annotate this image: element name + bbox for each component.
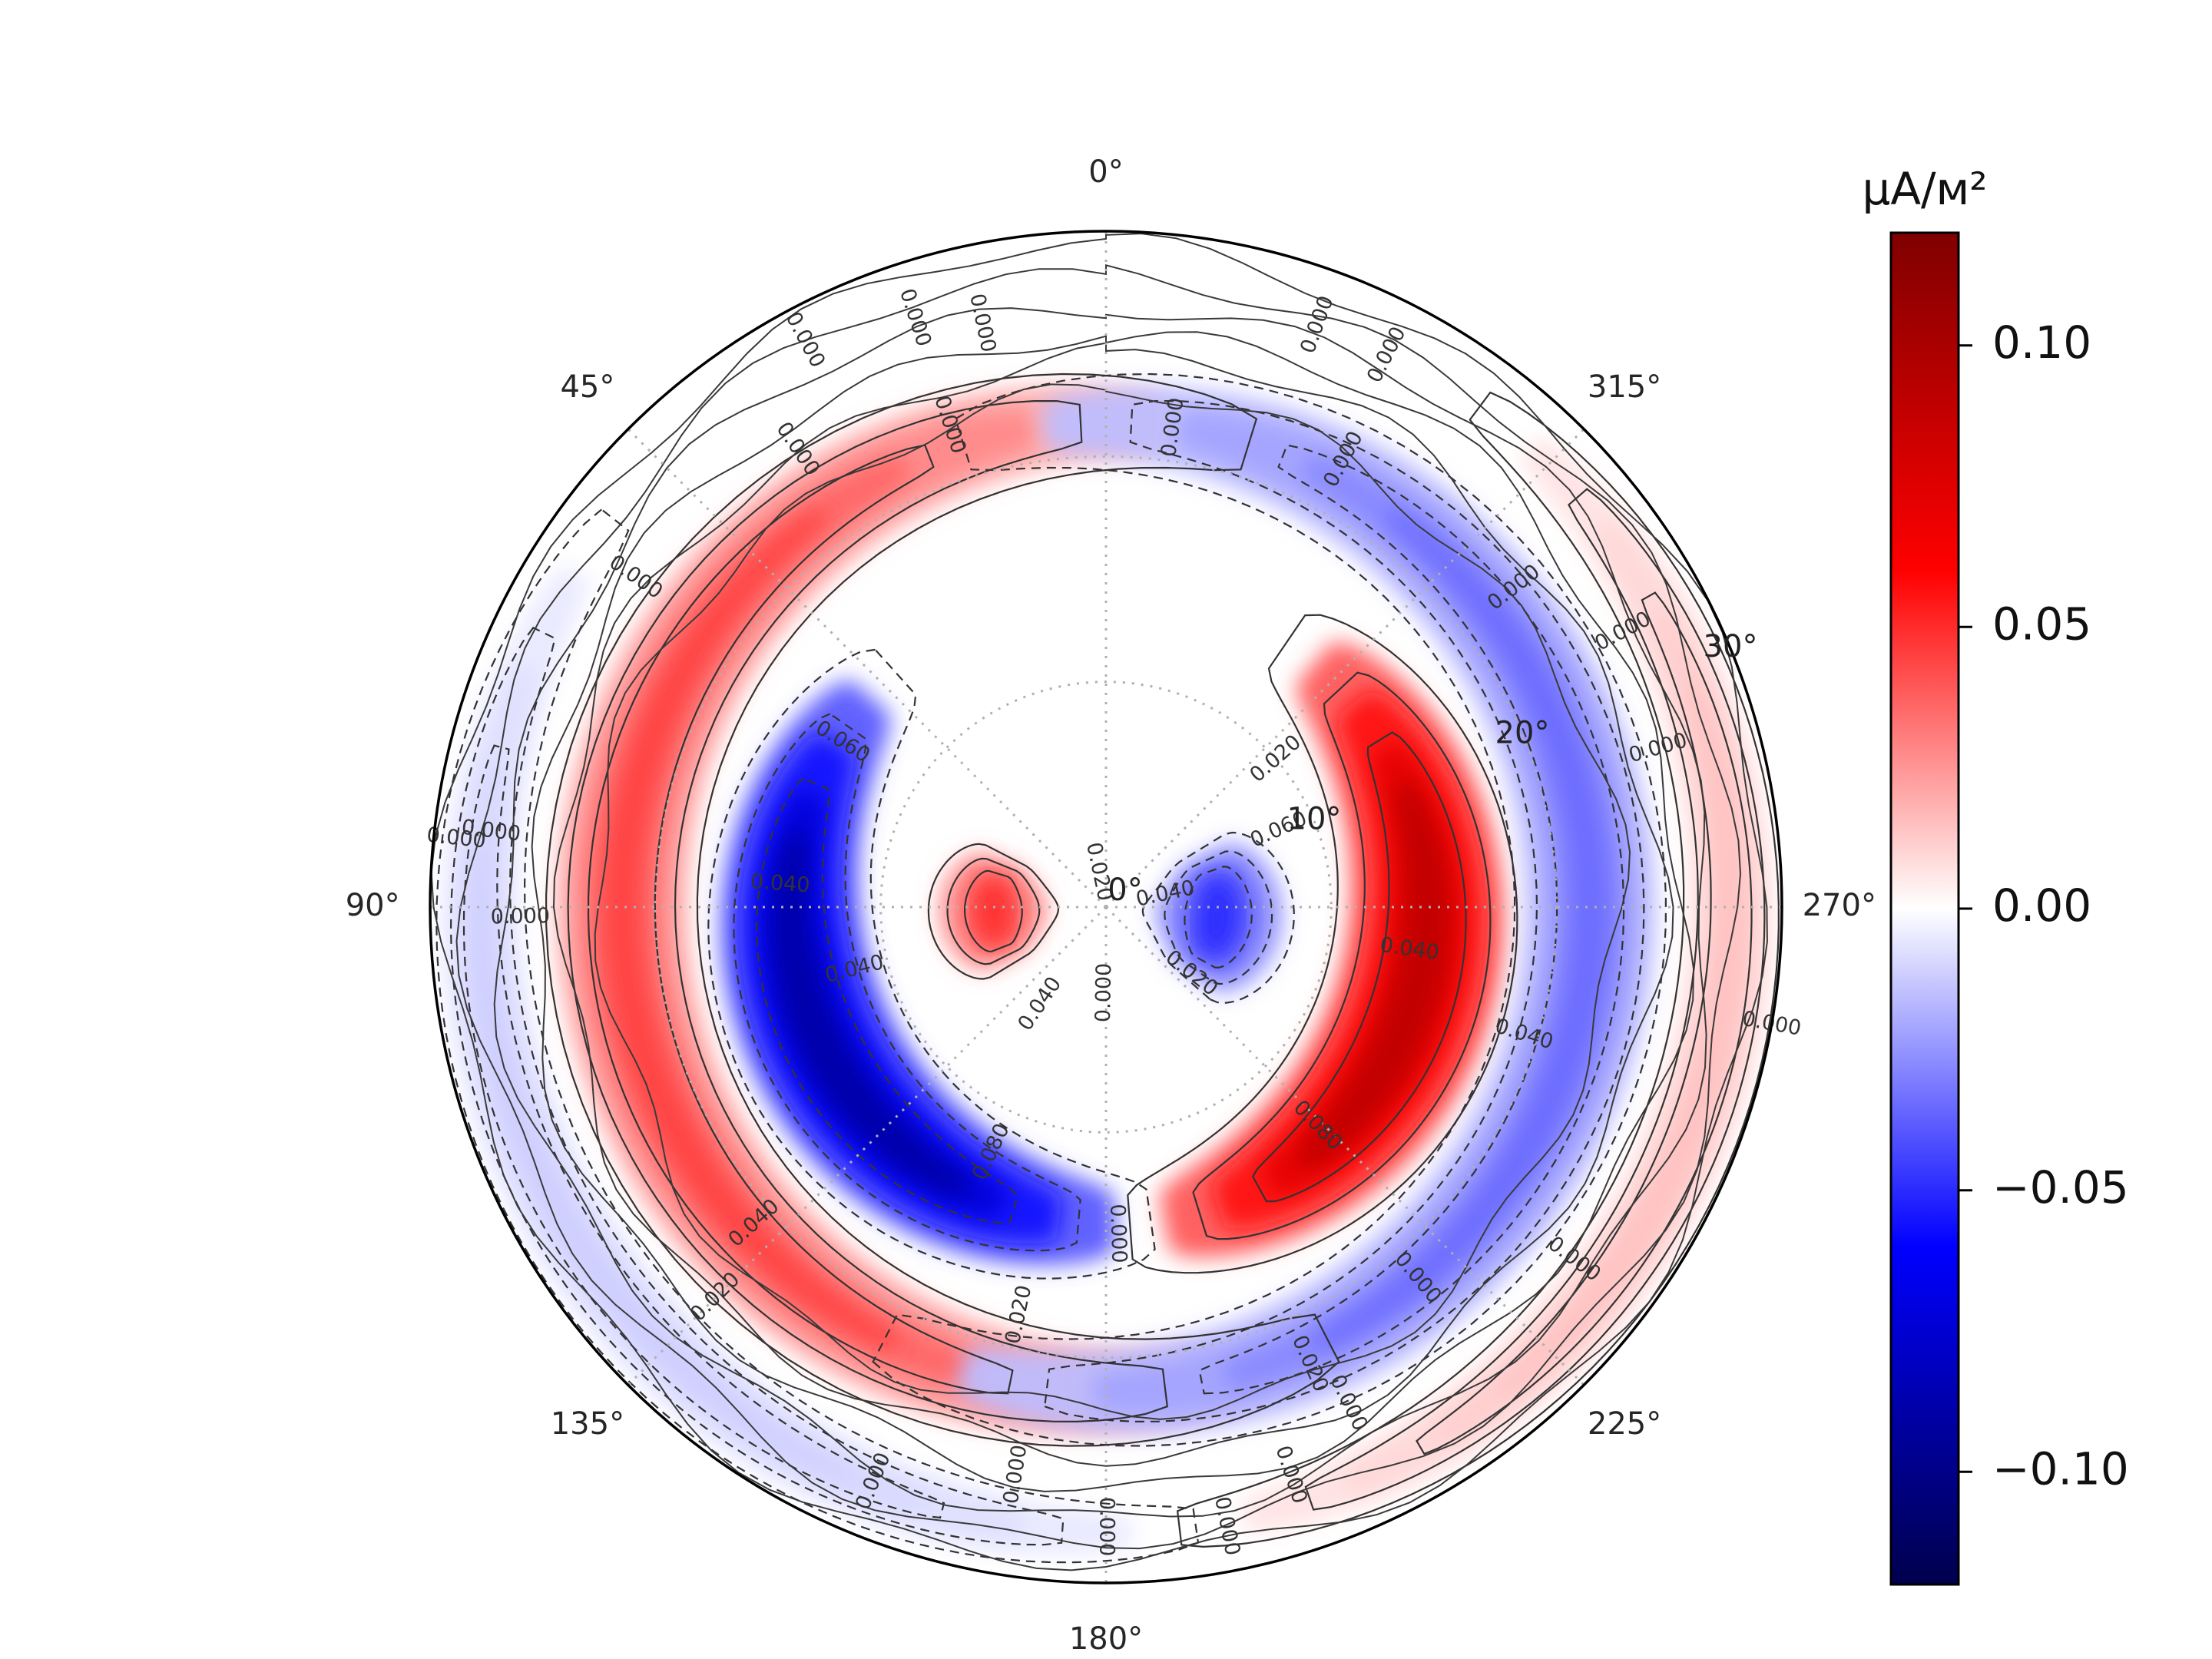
region-rim-positive-right — [1240, 436, 1773, 1532]
contour-line — [1164, 849, 1273, 985]
contour-line — [1416, 591, 1753, 1455]
contour-line — [1251, 731, 1467, 1203]
contour-crescent-positive-right — [1127, 614, 1518, 1274]
plot-border — [429, 230, 1783, 1584]
contour-line — [435, 508, 1200, 1564]
region-fill-level — [1432, 609, 1751, 1444]
zero-contour-line — [493, 307, 1707, 1518]
contour-inner-positive-left — [927, 843, 1059, 980]
contour-line — [927, 843, 1059, 980]
contour-crescent-negative-left — [707, 648, 1156, 1280]
zero-contour-line — [455, 264, 1742, 1550]
contour-line — [964, 869, 1023, 952]
region-fill-level — [976, 879, 1011, 943]
contour-rim-positive-right — [1176, 391, 1780, 1548]
colorbar-title: μA/м² — [1862, 163, 1987, 215]
angular-grid-line — [627, 906, 1108, 1386]
region-fill-level — [601, 508, 899, 1350]
contour-line — [567, 400, 1168, 1423]
colorbar-tick-label: −0.05 — [1992, 1161, 2129, 1214]
region-fill-level — [1313, 508, 1611, 1350]
angular-grid-line — [627, 428, 1108, 909]
angular-tick-label: 315° — [1588, 369, 1661, 405]
contour-line — [872, 373, 1667, 1447]
zero-contour-line — [531, 331, 1695, 1492]
region-fill-level — [1197, 877, 1239, 957]
angular-grid-line — [1104, 428, 1585, 909]
contour-lines — [430, 233, 1780, 1571]
angular-tick-label: 135° — [551, 1406, 624, 1442]
contour-label: 0.000 — [1095, 1497, 1119, 1556]
contour-label: 0.000 — [490, 904, 550, 929]
contour-line — [587, 444, 1014, 1395]
contour-line — [733, 713, 1081, 1252]
contour-line — [707, 648, 1156, 1280]
contour-line — [1198, 444, 1625, 1395]
region-fill-level — [1339, 518, 1762, 1496]
radial-grid-circle — [879, 680, 1333, 1134]
radial-tick-label: 10° — [1287, 802, 1342, 837]
region-fill-level — [758, 789, 1008, 1219]
contour-outer-negative-right — [872, 373, 1667, 1447]
region-fill-level — [454, 661, 1028, 1539]
contour-label: 0.040 — [750, 869, 810, 897]
region-crescent-positive-right — [1159, 641, 1505, 1257]
contour-line — [462, 744, 945, 1519]
region-inner-negative-right — [1153, 841, 1284, 994]
contour-label: 0.000 — [1105, 1204, 1131, 1263]
colorbar: 0.10 0.05 0.00 −0.05 −0.10 μA/м² — [1862, 163, 2129, 1586]
contour-line — [1044, 400, 1645, 1423]
region-fill-level — [1296, 781, 1450, 1168]
colorbar-tick-label: −0.10 — [1992, 1442, 2129, 1495]
angular-tick-label: 45° — [560, 369, 614, 405]
contour-line — [1127, 614, 1518, 1274]
colorbar-ticks: 0.10 0.05 0.00 −0.05 −0.10 — [1959, 316, 2129, 1495]
contour-line — [449, 626, 1065, 1546]
colorbar-tick-label: 0.05 — [1992, 598, 2091, 650]
zero-contour-line — [594, 383, 1631, 1420]
colorbar-tick-label: 0.10 — [1992, 316, 2091, 369]
colorbar-gradient — [1889, 231, 1960, 1586]
region-fill-level — [772, 830, 970, 1197]
region-fill-level — [472, 839, 855, 1483]
contour-rim-negative-left — [435, 508, 1200, 1564]
region-crescent-negative-left — [720, 679, 1117, 1266]
contour-line — [1192, 671, 1492, 1240]
region-rim-negative-left — [443, 565, 1132, 1555]
radial-tick-label: 0° — [1108, 873, 1142, 908]
radial-tick-label: 20° — [1495, 716, 1550, 751]
radial-grid-circle — [654, 455, 1558, 1359]
angular-grid-line — [1104, 906, 1585, 1386]
colorbar-tick-label: 0.00 — [1992, 879, 2091, 932]
contour-line — [1304, 488, 1766, 1511]
angular-tick-label: 0° — [1088, 154, 1123, 190]
region-fill-level — [465, 764, 926, 1512]
contour-outer-positive-left — [545, 373, 1340, 1447]
radial-tick-labels: 0° 10° 20° 30° — [1108, 629, 1757, 908]
radial-tick-label: 30° — [1704, 629, 1758, 664]
angular-tick-label: 90° — [346, 888, 400, 923]
angular-tick-label: 225° — [1588, 1406, 1661, 1442]
contour-line — [545, 373, 1340, 1447]
angular-tick-labels: 0° 45° 90° 135° 180° 225° 270° 315° — [346, 154, 1876, 1657]
contour-line — [946, 857, 1041, 965]
contour-inner-negative-right — [1141, 831, 1295, 1004]
contour-line — [1184, 866, 1253, 969]
contour-label: 0.000 — [1091, 962, 1116, 1022]
region-fill-level — [1495, 680, 1743, 1398]
contour-line — [1176, 391, 1780, 1548]
zero-contours — [430, 233, 1768, 1571]
zero-contour-line — [430, 233, 1768, 1571]
zero-contour-line — [552, 342, 1674, 1467]
angular-tick-label: 180° — [1069, 1621, 1143, 1657]
angular-tick-label: 270° — [1803, 888, 1876, 923]
contour-line — [1141, 831, 1295, 1004]
polar-grid — [430, 231, 1782, 1583]
